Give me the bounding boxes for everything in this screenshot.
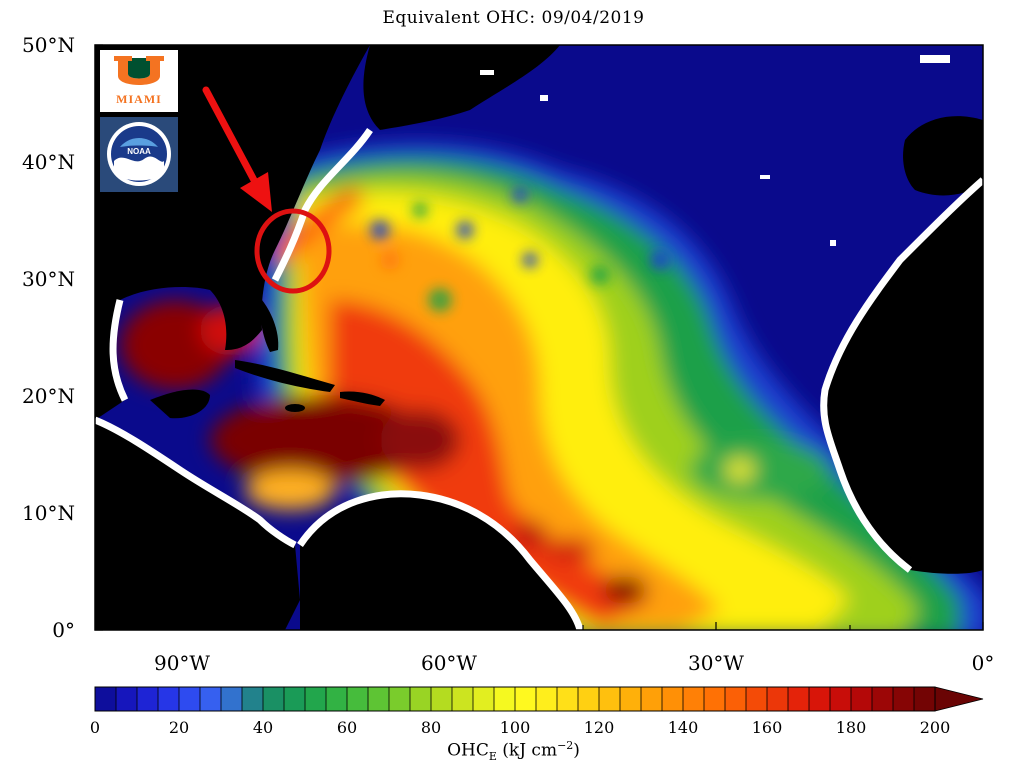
cbar-tick-0: 0 — [90, 718, 100, 737]
annotation-circle — [254, 208, 332, 294]
map-field — [95, 45, 983, 630]
colorbar-swatch — [473, 687, 495, 711]
colorbar-swatch — [368, 687, 390, 711]
cbar-tick-160: 160 — [752, 718, 783, 737]
annotation — [202, 86, 332, 294]
colorbar-swatch — [599, 687, 621, 711]
lon-label-90w: 90°W — [154, 651, 210, 675]
colorbar-swatch — [830, 687, 852, 711]
lon-label-60w: 60°W — [421, 651, 477, 675]
colorbar-swatch — [851, 687, 873, 711]
colorbar-label: OHCE (kJ cm−2) — [0, 739, 1027, 763]
lon-labels: 90°W 60°W 30°W 0° — [154, 651, 994, 675]
miami-logo: MIAMI — [100, 50, 178, 112]
cbar-tick-200: 200 — [920, 718, 951, 737]
annotation-arrow — [202, 86, 259, 186]
colorbar-swatch — [872, 687, 894, 711]
colorbar-swatch — [179, 687, 201, 711]
colorbar-swatch — [347, 687, 369, 711]
colorbar-swatch — [809, 687, 831, 711]
lat-label-40: 40°N — [22, 150, 75, 174]
cbar-tick-20: 20 — [169, 718, 189, 737]
colorbar-label-sup: −2 — [557, 739, 574, 752]
ohc-eddies — [370, 187, 670, 312]
colorbar-swatch — [536, 687, 558, 711]
colorbar-swatch — [221, 687, 243, 711]
colorbar-swatch — [767, 687, 789, 711]
ice-speckles — [480, 55, 950, 246]
lat-label-0: 0° — [52, 618, 75, 642]
annotation-arrowhead — [240, 172, 272, 212]
colorbar-swatch — [326, 687, 348, 711]
cbar-tick-100: 100 — [500, 718, 531, 737]
lat-label-20: 20°N — [22, 384, 75, 408]
cbar-tick-60: 60 — [337, 718, 357, 737]
lat-label-10: 10°N — [22, 501, 75, 525]
colorbar-swatch — [494, 687, 516, 711]
lat-label-30: 30°N — [22, 267, 75, 291]
miami-u-icon — [114, 56, 164, 85]
colorbar-swatch — [95, 687, 117, 711]
colorbar-label-main: OHC — [447, 740, 489, 761]
colorbar — [94, 686, 984, 712]
colorbar-swatch — [158, 687, 180, 711]
colorbar-swatch — [410, 687, 432, 711]
colorbar-overflow-arrow — [934, 686, 984, 712]
cbar-tick-80: 80 — [421, 718, 441, 737]
colorbar-swatch — [389, 687, 411, 711]
map-title: Equivalent OHC: 09/04/2019 — [382, 8, 645, 28]
colorbar-swatch — [137, 687, 159, 711]
coast-margins — [95, 128, 983, 630]
colorbar-swatch — [893, 687, 915, 711]
colorbar-swatch — [914, 687, 936, 711]
colorbar-swatch — [200, 687, 222, 711]
colorbar-label-units: (kJ cm — [496, 740, 558, 761]
colorbar-swatch — [557, 687, 579, 711]
colorbar-frame — [94, 686, 936, 712]
colorbar-swatch — [116, 687, 138, 711]
colorbar-swatch — [452, 687, 474, 711]
colorbar-swatch — [284, 687, 306, 711]
noaa-logo: NOAA — [100, 117, 178, 192]
colorbar-swatch — [725, 687, 747, 711]
colorbar-swatch — [662, 687, 684, 711]
noaa-logo-text: NOAA — [127, 147, 151, 156]
colorbar-swatch — [305, 687, 327, 711]
colorbar-swatch — [683, 687, 705, 711]
colorbar-swatch — [704, 687, 726, 711]
noaa-emblem-icon — [107, 122, 171, 186]
colorbar-swatch — [788, 687, 810, 711]
cbar-tick-40: 40 — [253, 718, 273, 737]
colorbar-swatch — [263, 687, 285, 711]
cbar-tick-140: 140 — [668, 718, 699, 737]
colorbar-swatch — [746, 687, 768, 711]
cbar-tick-180: 180 — [836, 718, 867, 737]
colorbar-swatch — [242, 687, 264, 711]
colorbar-swatch — [578, 687, 600, 711]
lat-ticks — [95, 44, 984, 631]
lon-label-30w: 30°W — [688, 651, 744, 675]
colorbar-ticks: 0 20 40 60 80 100 120 140 160 180 200 — [90, 718, 950, 737]
lat-labels: 50°N 40°N 30°N 20°N 10°N 0° — [22, 33, 75, 642]
map-frame — [94, 44, 984, 631]
colorbar-swatch — [431, 687, 453, 711]
lon-label-0: 0° — [972, 651, 995, 675]
miami-logo-text: MIAMI — [116, 92, 162, 106]
lat-label-50: 50°N — [22, 33, 75, 57]
colorbar-swatch — [515, 687, 537, 711]
colorbar-label-sub: E — [488, 750, 497, 764]
colorbar-swatch — [641, 687, 663, 711]
cbar-tick-120: 120 — [584, 718, 615, 737]
colorbar-swatch — [620, 687, 642, 711]
colorbar-label-close: ) — [573, 740, 580, 761]
